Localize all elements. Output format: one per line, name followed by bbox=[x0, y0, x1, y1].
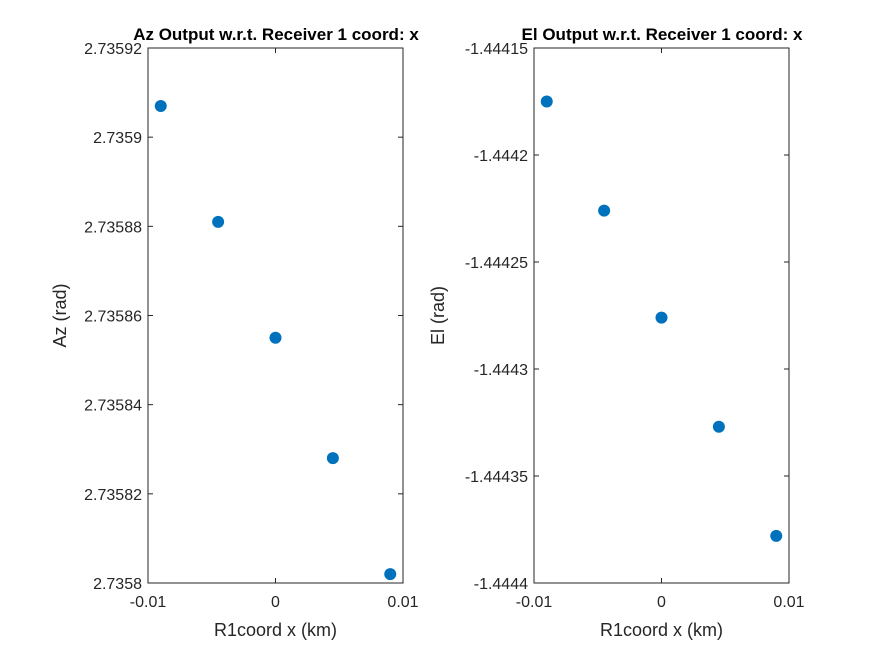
y-tick-label: 2.7358 bbox=[93, 576, 142, 593]
y-tick-label: 2.73584 bbox=[84, 398, 142, 415]
x-tick-label: 0.01 bbox=[387, 594, 418, 611]
data-point bbox=[655, 311, 668, 324]
y-tick-label: -1.4442 bbox=[474, 148, 528, 165]
chart-title: El Output w.r.t. Receiver 1 coord: x bbox=[522, 25, 803, 44]
data-point bbox=[269, 331, 282, 344]
data-point bbox=[770, 529, 783, 542]
data-point bbox=[540, 95, 553, 108]
x-axis-label: R1coord x (km) bbox=[214, 620, 337, 640]
chart-el: -0.01 0 0.01 -1.4444 -1.44435 -1.4443 -1.44425… bbox=[428, 25, 805, 640]
x-tick-label: -0.01 bbox=[516, 594, 553, 611]
x-tick-label: 0.01 bbox=[773, 594, 804, 611]
data-point bbox=[212, 215, 225, 228]
x-tick-label: 0 bbox=[657, 594, 666, 611]
data-point bbox=[384, 568, 397, 581]
y-tick-label: -1.44425 bbox=[465, 255, 528, 272]
data-point bbox=[326, 452, 339, 465]
plot-area-az bbox=[147, 47, 404, 584]
y-tick-label: -1.44415 bbox=[465, 41, 528, 58]
chart-az: -0.01 0 0.01 2.7358 2.73582 2.73584 2.73586 2.7… bbox=[50, 25, 419, 640]
y-tick-label: 2.7359 bbox=[93, 130, 142, 147]
x-tick-label: -0.01 bbox=[130, 594, 167, 611]
y-tick-label: -1.4443 bbox=[474, 362, 528, 379]
y-tick-label: -1.4444 bbox=[474, 576, 528, 593]
x-tick-label: 0 bbox=[271, 594, 280, 611]
y-axis-label: El (rad) bbox=[428, 286, 448, 345]
y-tick-label: 2.73586 bbox=[84, 309, 142, 326]
y-tick-label: -1.44435 bbox=[465, 469, 528, 486]
data-point bbox=[154, 99, 167, 112]
y-tick-label: 2.73592 bbox=[84, 41, 142, 58]
data-point bbox=[598, 204, 611, 217]
chart-title: Az Output w.r.t. Receiver 1 coord: x bbox=[133, 25, 419, 44]
y-axis-label: Az (rad) bbox=[50, 283, 70, 347]
x-axis-label: R1coord x (km) bbox=[600, 620, 723, 640]
data-point bbox=[712, 420, 725, 433]
y-tick-label: 2.73588 bbox=[84, 219, 142, 236]
y-tick-label: 2.73582 bbox=[84, 487, 142, 504]
